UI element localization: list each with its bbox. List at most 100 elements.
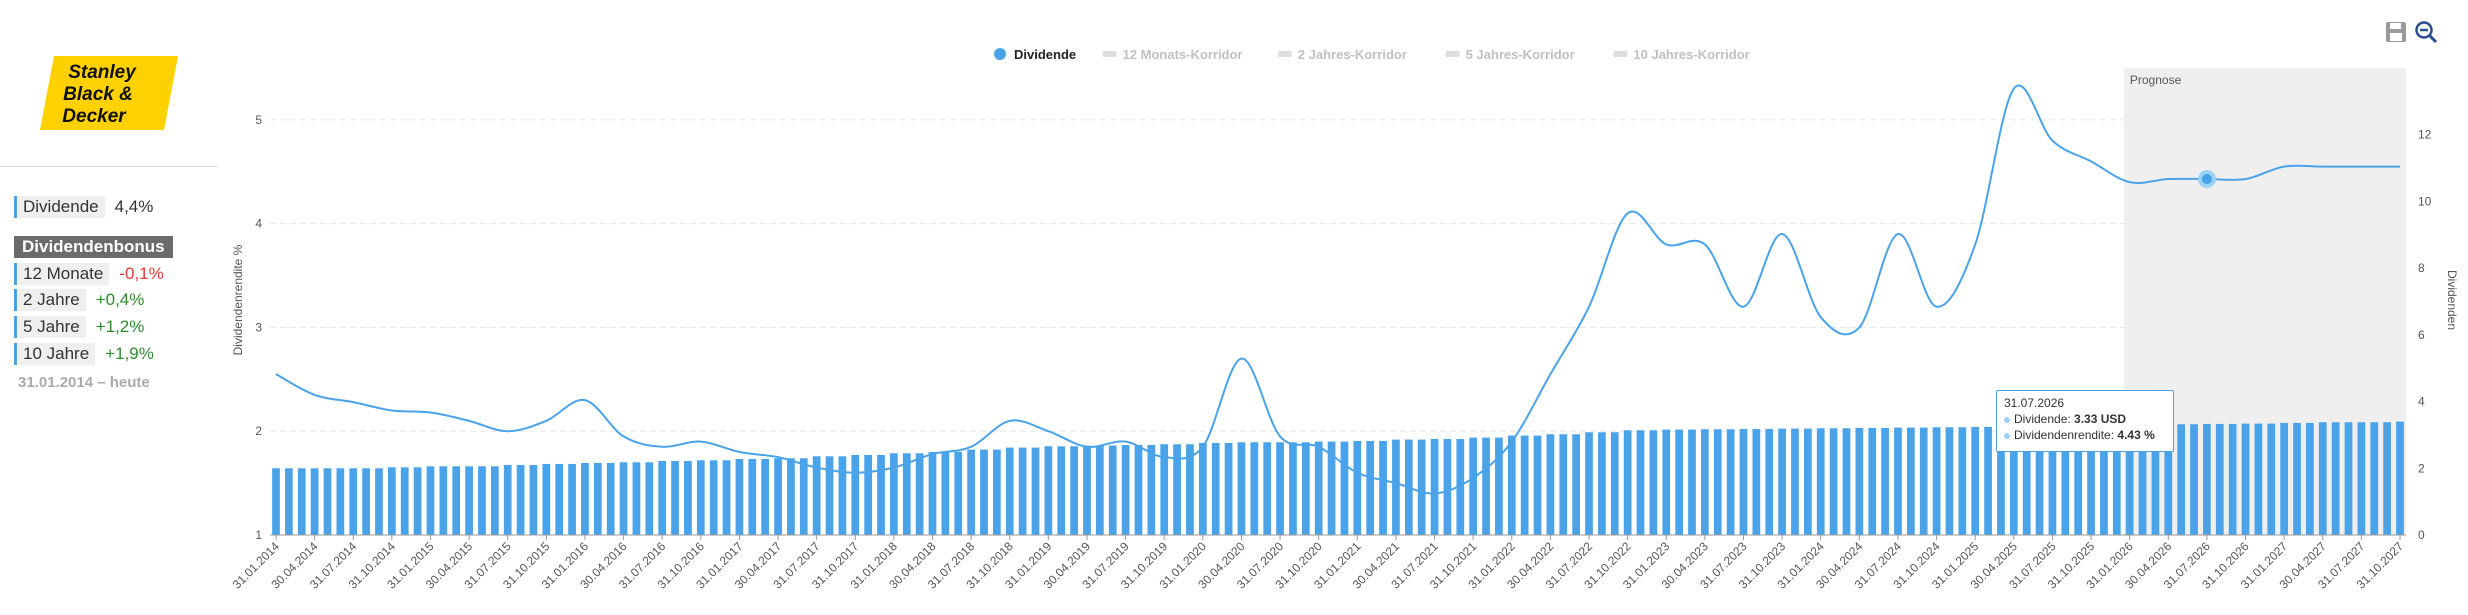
dividend-bar	[632, 462, 641, 535]
bonus-row-5y: 5 Jahre +1,2%	[14, 316, 144, 338]
bonus-label: 10 Jahre	[14, 343, 96, 365]
legend-item[interactable]: 12 Monats-Korridor	[1102, 47, 1243, 62]
dividend-stat: Dividende 4,4%	[14, 196, 153, 218]
dividend-bar	[877, 454, 885, 535]
dividend-bar	[439, 466, 448, 535]
dividend-bar	[709, 460, 718, 535]
dividend-bar	[2164, 424, 2173, 535]
dividend-bar	[1134, 444, 1143, 535]
dividend-bar	[1701, 429, 1709, 535]
dividend-bar	[748, 458, 757, 535]
dividend-bar	[1263, 442, 1272, 535]
dividend-bar	[671, 460, 679, 535]
legend-label: 2 Jahres-Korridor	[1298, 47, 1407, 62]
dividend-bar	[1636, 430, 1645, 535]
dividend-bar	[954, 451, 963, 535]
dividend-bar	[2074, 425, 2083, 535]
dividend-bar	[1649, 430, 1658, 535]
legend-item[interactable]: 10 Jahres-Korridor	[1613, 47, 1750, 62]
legend-label: 12 Monats-Korridor	[1123, 47, 1243, 62]
dividend-bar	[2370, 422, 2379, 535]
dividend-bar	[1044, 446, 1053, 535]
dividend-bar	[1417, 439, 1426, 535]
dividend-bar	[1520, 435, 1529, 535]
dividend-bar	[606, 462, 615, 535]
dividend-bar	[2357, 422, 2366, 535]
dividend-bar	[1778, 428, 1786, 535]
dividend-bar	[1211, 442, 1220, 535]
dividend-bar	[1675, 429, 1683, 535]
dividend-bar	[1276, 442, 1284, 535]
dividend-bar	[503, 464, 512, 535]
dividend-bar	[1327, 441, 1336, 535]
dividend-bar	[516, 464, 525, 535]
tooltip-dividend-row: Dividende: 3.33 USD	[2004, 411, 2166, 427]
y-right-tick-label: 10	[2418, 194, 2432, 208]
legend-item[interactable]: Dividende	[994, 47, 1076, 62]
dividend-bar	[426, 466, 435, 535]
bonus-row-10y: 10 Jahre +1,9%	[14, 343, 154, 365]
legend-label: 10 Jahres-Korridor	[1633, 47, 1749, 62]
y-right-tick-label: 12	[2418, 128, 2432, 142]
dividend-bar	[774, 458, 782, 535]
legend-swatch	[1102, 51, 1117, 57]
dividend-bar	[1610, 432, 1619, 535]
dividend-bar	[297, 468, 306, 535]
dividend-bar	[1739, 428, 1748, 535]
dividend-bar	[1366, 440, 1375, 535]
dividend-bar	[2061, 425, 2070, 535]
yield-line	[275, 84, 2400, 495]
legend-item[interactable]: 5 Jahres-Korridor	[1445, 47, 1575, 62]
dividend-bar	[336, 468, 345, 535]
dividend-bar	[1881, 427, 1889, 535]
logo-background	[40, 56, 178, 130]
dividend-bar	[838, 456, 847, 535]
logo-line-1: Stanley	[68, 62, 137, 83]
dividend-bonus-title: Dividendenbonus	[14, 236, 173, 258]
dividend-bar	[1108, 445, 1117, 535]
forecast-label: Prognose	[2130, 73, 2182, 87]
dividend-bar	[2100, 424, 2108, 535]
dividend-bar	[1301, 442, 1310, 535]
dividend-bar	[2254, 423, 2263, 535]
dividend-bar	[902, 453, 911, 535]
date-range: 31.01.2014 – heute	[18, 374, 150, 391]
dividend-bar	[1585, 432, 1593, 535]
legend-swatch	[1277, 51, 1292, 57]
y-left-tick-label: 4	[255, 217, 262, 231]
dividend-bar	[1482, 437, 1490, 535]
y-left-axis-title: Dividendenrendite %	[231, 244, 245, 355]
legend-dot	[994, 48, 1006, 60]
dividend-bar	[1198, 442, 1207, 535]
save-icon[interactable]	[2384, 20, 2408, 44]
zoom-out-icon[interactable]	[2414, 20, 2438, 44]
dividend-bar	[1546, 434, 1555, 535]
y-right-tick-label: 2	[2418, 461, 2425, 475]
dividend-label: Dividende	[14, 196, 105, 218]
y-right-tick-label: 6	[2418, 328, 2425, 342]
dividend-bar	[310, 468, 319, 535]
y-right-axis-title: Dividenden	[2445, 270, 2459, 330]
dividend-bar	[1250, 442, 1259, 535]
dividend-bar	[1984, 426, 1992, 535]
legend-item[interactable]: 2 Jahres-Korridor	[1277, 47, 1407, 62]
dividend-bar	[465, 466, 473, 535]
dividend-bar	[1121, 444, 1130, 535]
dividend-bar	[1688, 429, 1696, 535]
dividend-bar	[2048, 425, 2057, 535]
dividend-bar	[400, 467, 409, 535]
dividend-bar	[1070, 446, 1078, 535]
dividend-bar	[1057, 446, 1066, 535]
dividend-bar	[2151, 424, 2160, 535]
dividend-bar	[478, 466, 486, 535]
dividend-bar	[1533, 435, 1542, 535]
sidebar-divider	[0, 166, 217, 167]
dividend-bar	[915, 453, 924, 535]
dividend-bar	[2228, 423, 2237, 535]
dividend-bar	[2177, 424, 2186, 535]
dividend-bar	[2306, 422, 2314, 535]
y-right-tick-label: 4	[2418, 395, 2425, 409]
dividend-bar	[761, 458, 770, 535]
dividend-bar	[799, 458, 808, 535]
